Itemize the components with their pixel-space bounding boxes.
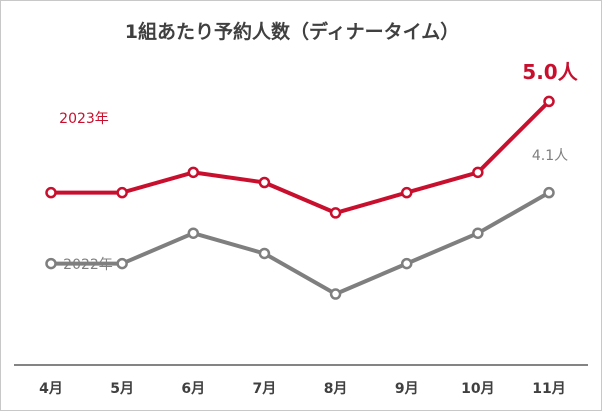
x-tick-label: 6月 bbox=[181, 381, 205, 397]
x-tick-label: 9月 bbox=[395, 381, 419, 397]
data-label-2023-november: 5.0人 bbox=[522, 60, 578, 84]
x-tick-label: 4月 bbox=[39, 381, 63, 397]
series-points bbox=[45, 95, 555, 300]
data-point-2022年-10月 bbox=[472, 227, 484, 239]
data-point-2023年-6月 bbox=[187, 166, 200, 179]
chart-title: 1組あたり予約人数（ディナータイム） bbox=[125, 20, 460, 43]
data-point-2022年-4月 bbox=[45, 257, 57, 270]
x-tick-label: 11月 bbox=[532, 381, 565, 397]
data-point-2023年-11月 bbox=[543, 95, 555, 108]
data-label-2022-november: 4.1人 bbox=[532, 148, 568, 164]
data-point-2022年-9月 bbox=[400, 257, 413, 270]
data-point-2022年-6月 bbox=[187, 227, 200, 239]
series-lines bbox=[51, 99, 551, 296]
x-tick-labels: 4月 5月 6月 7月 8月 9月 10月 11月 bbox=[39, 381, 566, 397]
series-line-2023年 bbox=[51, 99, 551, 215]
x-tick-label: 10月 bbox=[461, 381, 494, 397]
data-point-2023年-8月 bbox=[329, 207, 342, 219]
series-line-2022年 bbox=[51, 190, 550, 296]
data-point-2023年-4月 bbox=[45, 186, 57, 199]
data-point-2022年-5月 bbox=[116, 257, 128, 270]
data-point-2023年-5月 bbox=[116, 186, 128, 199]
series-label-2022: 2022年 bbox=[63, 257, 113, 273]
data-point-2022年-7月 bbox=[258, 247, 271, 260]
data-point-2022年-11月 bbox=[543, 186, 555, 199]
data-point-2023年-10月 bbox=[472, 166, 484, 179]
data-point-2022年-8月 bbox=[329, 288, 342, 300]
series-label-2023: 2023年 bbox=[59, 111, 109, 127]
x-tick-label: 7月 bbox=[253, 381, 277, 397]
x-tick-label: 5月 bbox=[110, 381, 134, 397]
data-point-2023年-9月 bbox=[400, 186, 413, 199]
data-point-2023年-7月 bbox=[258, 176, 271, 189]
x-tick-label: 8月 bbox=[324, 381, 348, 397]
